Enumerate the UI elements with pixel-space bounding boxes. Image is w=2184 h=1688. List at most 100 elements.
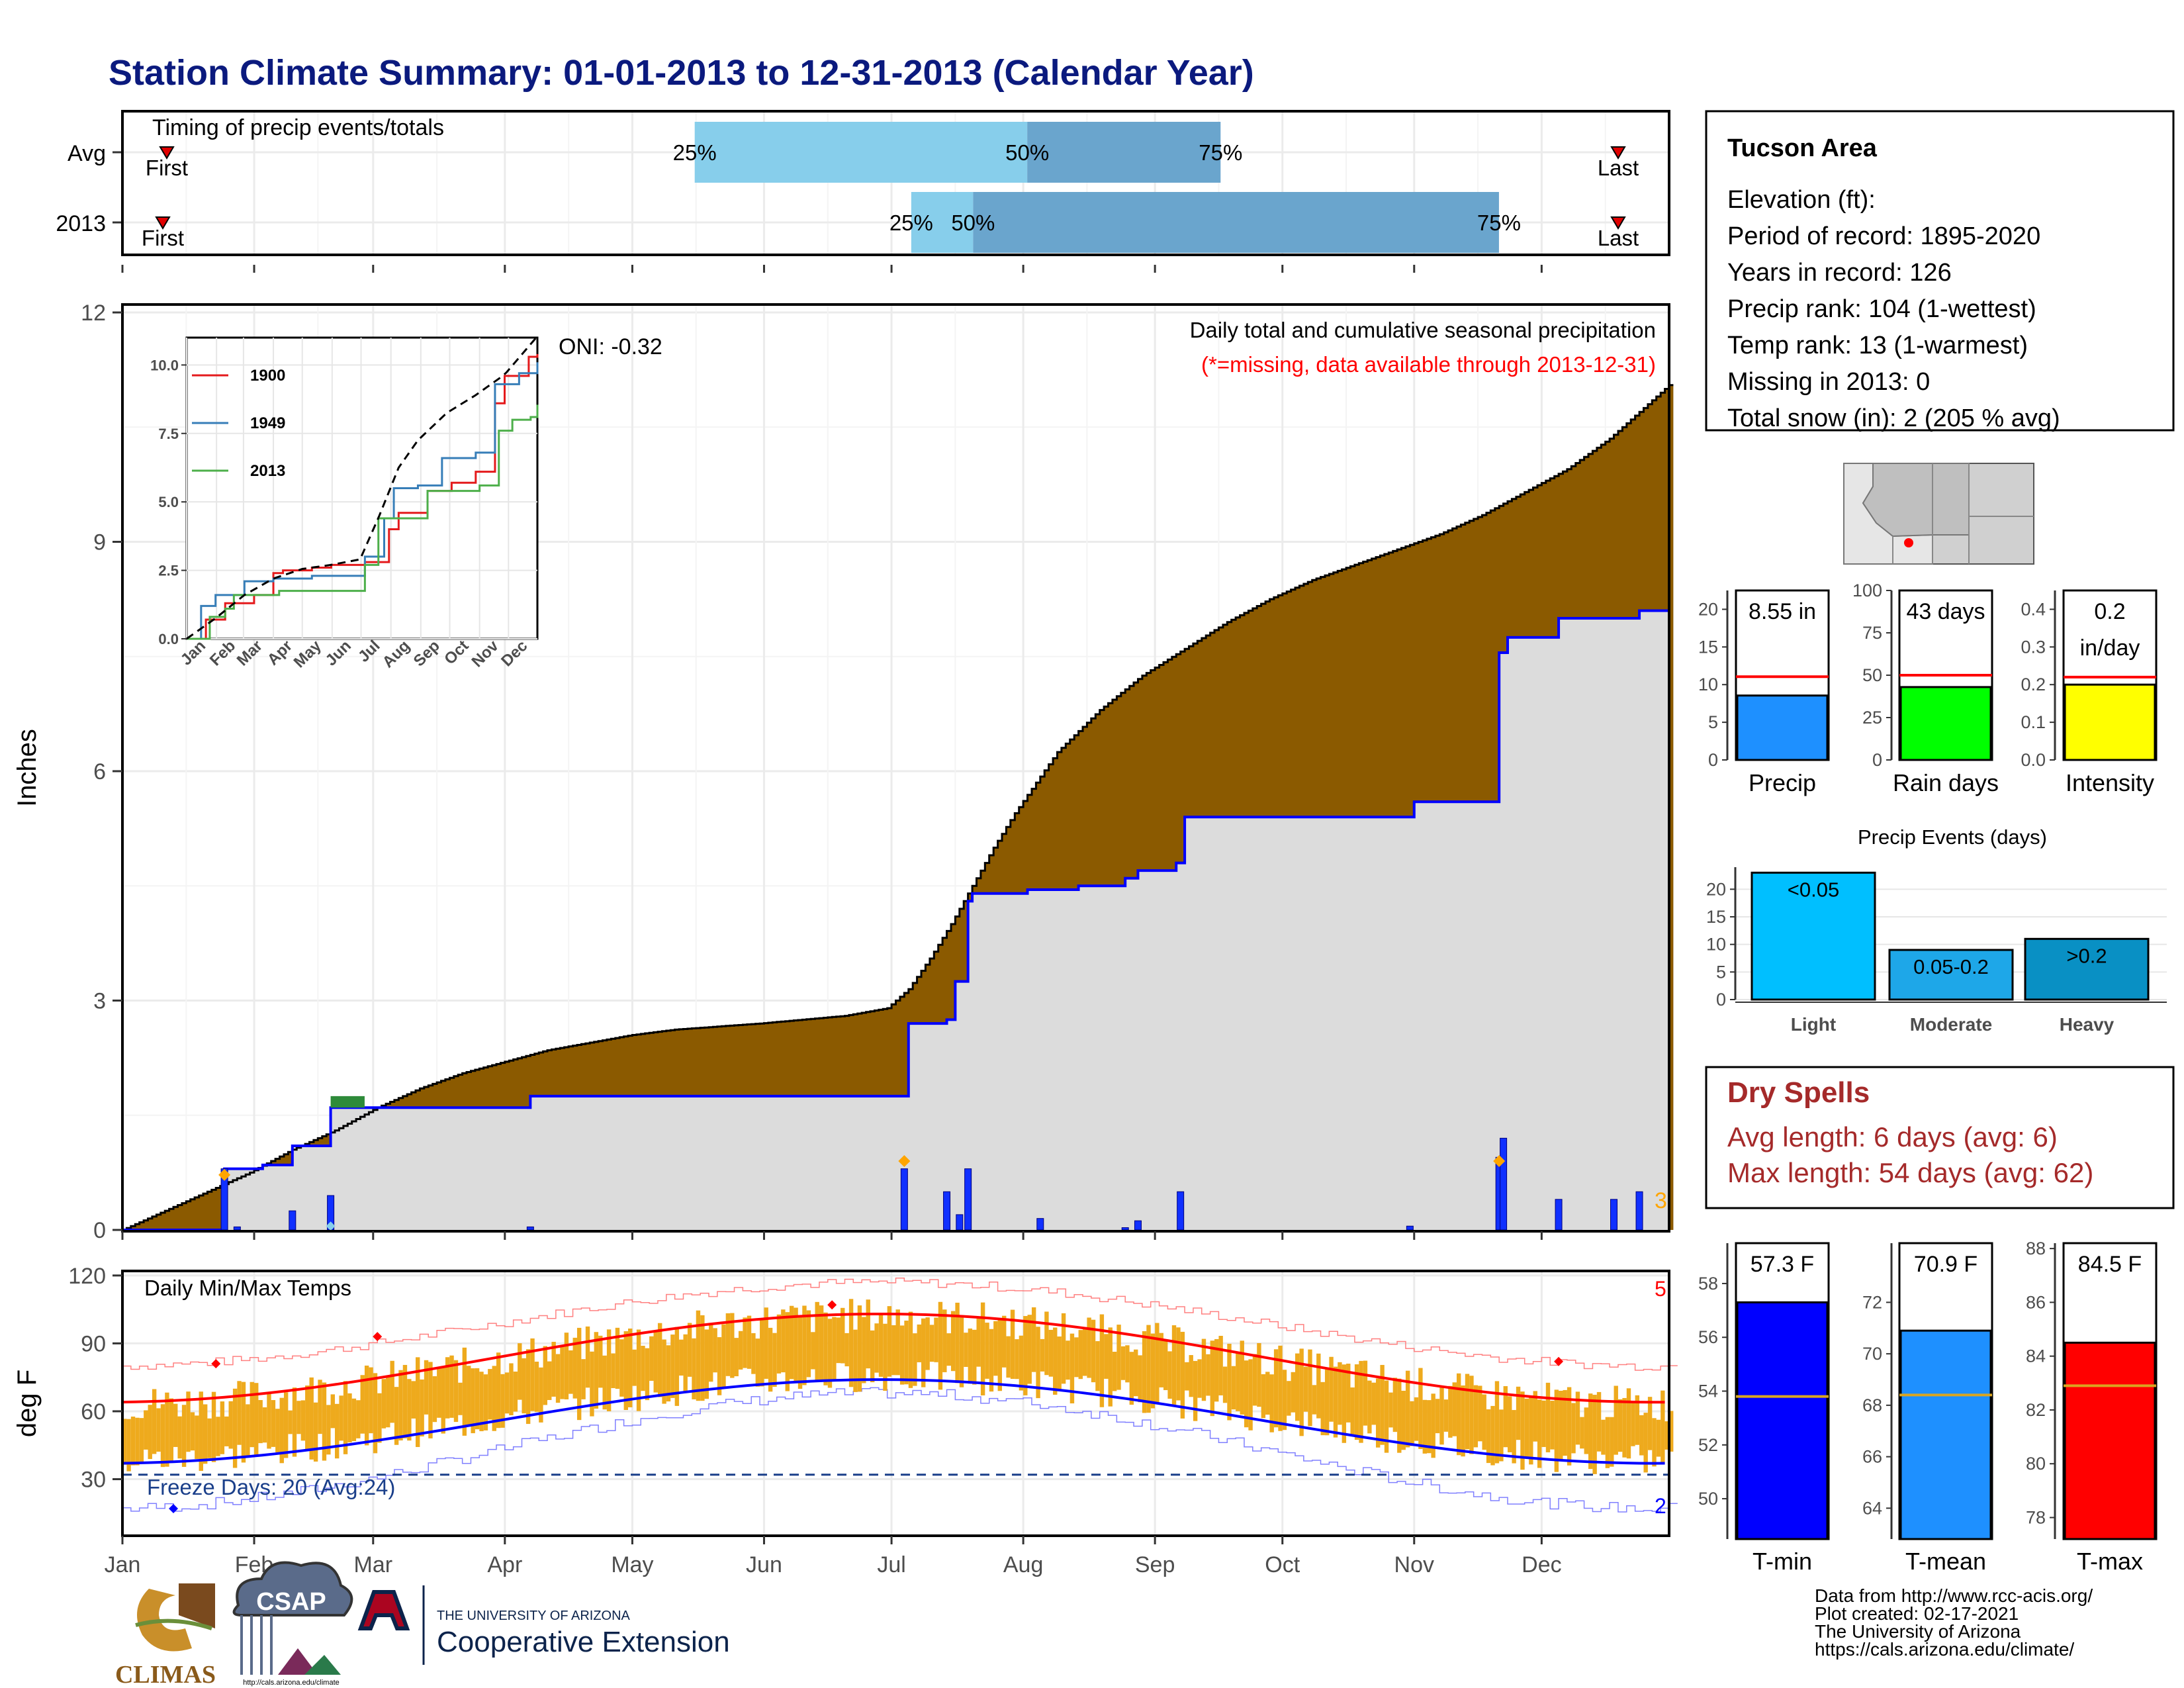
inset-y-tick-label: 2.5	[158, 563, 179, 579]
ua-logo: THE UNIVERSITY OF ARIZONA Cooperative Ex…	[357, 1585, 730, 1665]
daily-temp-bar	[525, 1349, 531, 1425]
daily-temp-bar	[1656, 1419, 1661, 1457]
daily-temp-bar	[292, 1387, 297, 1457]
snow-marker	[898, 1155, 911, 1168]
timing-bar-25-50	[911, 192, 974, 253]
timing-row-label-2013: 2013	[56, 211, 106, 236]
daily-temp-bar	[130, 1416, 136, 1466]
summary-y-tick-label: 50	[1862, 665, 1882, 685]
daily-temp-bar	[1163, 1340, 1168, 1390]
daily-temp-bar	[220, 1401, 225, 1454]
daily-temp-bar	[386, 1375, 390, 1428]
x-tick-label: Apr	[487, 1552, 522, 1577]
daily-temp-bar	[692, 1338, 696, 1399]
daily-temp-bar	[1452, 1382, 1457, 1436]
daily-temp-bar	[288, 1410, 293, 1434]
daily-temp-bar	[483, 1374, 488, 1430]
daily-temp-bar	[1439, 1387, 1444, 1445]
summary-bar-t-min	[1736, 1301, 1829, 1540]
daily-temp-bar	[789, 1305, 794, 1380]
summary-y-tick-label: 0	[1708, 750, 1718, 770]
timing-row-label-avg: Avg	[68, 141, 106, 166]
daily-temp-bar	[241, 1382, 246, 1463]
daily-temp-bar	[1473, 1385, 1479, 1448]
daily-temp-bar	[1541, 1400, 1546, 1447]
daily-temp-bar	[1027, 1315, 1032, 1384]
daily-temp-bar	[700, 1315, 705, 1401]
daily-temp-bar	[1278, 1345, 1283, 1431]
daily-temp-bar	[186, 1391, 191, 1452]
temp-summary-bars: 57.3 F 50 52 54 56 58 T-min 70.9 F 64 66 68 70 72 T-m…	[1698, 1239, 2158, 1575]
y-tick-label: 12	[81, 301, 106, 326]
daily-temp-bar	[895, 1309, 900, 1376]
daily-temp-bar	[1626, 1388, 1631, 1459]
daily-temp-bar	[416, 1357, 420, 1447]
daily-temp-bar	[683, 1334, 688, 1393]
summary-bar-precip	[1736, 694, 1829, 761]
events-title: Precip Events (days)	[1858, 825, 2047, 849]
timing-label-75: 75%	[1477, 211, 1521, 235]
first-label: First	[142, 226, 184, 250]
daily-temp-bar	[181, 1405, 187, 1467]
daily-temp-bar	[1010, 1309, 1015, 1380]
daily-temp-bar	[785, 1312, 790, 1391]
daily-temp-bar	[1537, 1399, 1542, 1468]
temp-y-axis-title: deg F	[13, 1370, 42, 1437]
x-tick-label: Jul	[877, 1552, 905, 1577]
daily-temp-bar	[530, 1338, 535, 1411]
daily-temp-bar	[1048, 1329, 1054, 1377]
daily-temp-bar	[390, 1360, 394, 1423]
daily-temp-bar	[636, 1329, 641, 1411]
observed-cumulative-line	[122, 576, 1670, 1231]
dry-spells-title: Dry Spells	[1727, 1076, 1870, 1109]
daily-temp-bar	[1559, 1390, 1563, 1460]
daily-temp-bar	[152, 1389, 157, 1454]
summary-value-label: 43 days	[1906, 599, 1985, 624]
events-y-tick-label: 10	[1706, 935, 1726, 955]
summary-y-tick-label: 82	[2026, 1400, 2046, 1420]
daily-temp-bar	[781, 1309, 786, 1373]
precip-events-panel: Precip Events (days) 0 5 10 15 20 <0.05 Light 0.…	[1706, 825, 2167, 1035]
daily-temp-bar	[1091, 1319, 1096, 1383]
daily-temp-bar	[1036, 1327, 1040, 1399]
dry-spells-max: Max length: 54 days (avg: 62)	[1727, 1157, 2093, 1188]
daily-temp-bar	[1669, 1411, 1674, 1452]
daily-temp-bar	[1520, 1391, 1525, 1470]
snow-marker	[218, 1168, 231, 1181]
events-bar-light	[1751, 871, 1876, 1001]
daily-temp-bar	[1218, 1336, 1223, 1395]
daily-temp-bar	[424, 1360, 429, 1415]
daily-temp-bar	[1066, 1340, 1070, 1380]
daily-temp-bar	[832, 1317, 837, 1380]
daily-temp-bar	[432, 1376, 437, 1423]
daily-temp-bar	[518, 1343, 522, 1400]
daily-temp-bar	[598, 1335, 603, 1388]
daily-temp-bar	[590, 1351, 594, 1417]
daily-temp-bar	[1456, 1373, 1461, 1456]
daily-temp-bar	[725, 1313, 731, 1376]
daily-temp-bar	[1465, 1374, 1470, 1450]
daily-precip-bar	[964, 1168, 972, 1231]
daily-precip-bar	[900, 1168, 908, 1231]
daily-temp-bar	[126, 1419, 131, 1472]
daily-temp-bar	[853, 1329, 858, 1392]
daily-temp-bar	[1388, 1392, 1393, 1428]
daily-temp-bar	[760, 1318, 764, 1387]
inset-series-1900	[187, 353, 539, 640]
x-tick-label: Jun	[746, 1552, 782, 1577]
daily-precip-bar	[526, 1226, 534, 1231]
daily-temp-bar	[1227, 1343, 1232, 1421]
daily-temp-bar	[1057, 1336, 1062, 1389]
daily-temp-bar	[246, 1404, 250, 1458]
daily-temp-bar	[794, 1307, 798, 1382]
timing-label-25: 25%	[673, 140, 717, 165]
daily-temp-bar	[615, 1327, 620, 1389]
daily-temp-bar	[1563, 1389, 1567, 1456]
daily-temp-bar	[275, 1409, 280, 1452]
daily-temp-bar	[551, 1342, 556, 1397]
daily-precip-bar	[1177, 1191, 1185, 1231]
daily-temp-bar	[866, 1299, 870, 1369]
daily-temp-bar	[1078, 1330, 1083, 1380]
summary-y-tick-label: 75	[1862, 623, 1882, 643]
